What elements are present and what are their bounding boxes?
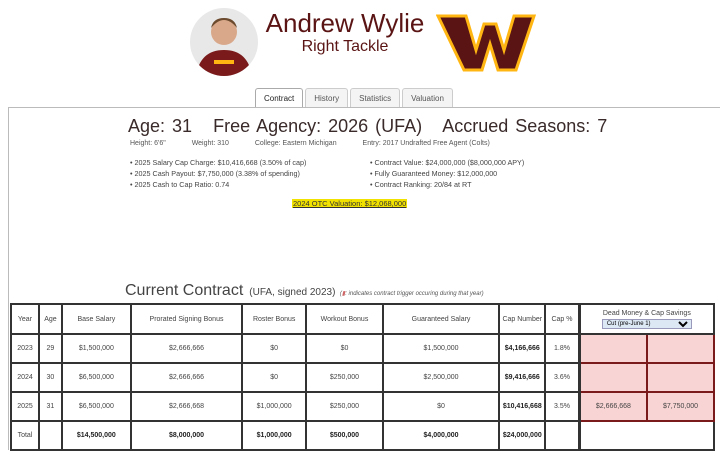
college: College: Eastern Michigan [254, 140, 337, 147]
accrued-seasons: Accrued Seasons: 7 [442, 116, 608, 136]
cell: $1,500,000 [60, 333, 132, 364]
cell: 1.8% [544, 333, 581, 364]
cell: $8,000,000 [129, 420, 244, 451]
cell: 2024 [10, 362, 40, 393]
cell: $250,000 [305, 391, 384, 422]
trigger-note: : indicates contract trigger occuring du… [345, 291, 484, 297]
weight: Weight: 310 [191, 140, 229, 147]
height: Height: 6'6" [130, 140, 166, 147]
cell: $2,666,668 [129, 391, 244, 422]
cell: $1,500,000 [381, 333, 501, 364]
col-dead-money: Dead Money & Cap Savings Cut (pre-June 1… [577, 303, 715, 335]
cell: $0 [305, 333, 384, 364]
age: Age: 31 [128, 116, 193, 136]
player-photo [190, 8, 258, 76]
cell [577, 420, 715, 451]
cell: 31 [37, 391, 63, 422]
cell: $0 [241, 333, 308, 364]
tab-statistics[interactable]: Statistics [350, 88, 401, 108]
player-position: Right Tackle [301, 38, 389, 55]
tab-bar: Contract History Statistics Valuation [255, 88, 453, 108]
cell: 2025 [10, 391, 40, 422]
col-cap-number: Cap Number [498, 303, 547, 335]
content-panel [8, 107, 720, 450]
cell: $10,416,668 [498, 391, 547, 422]
col-guaranteed: Guaranteed Salary [381, 303, 501, 335]
header-row: Year Age Base Salary Prorated Signing Bo… [10, 303, 715, 335]
tab-valuation[interactable]: Valuation [402, 88, 453, 108]
bullet: Fully Guaranteed Money: $12,000,000 [374, 169, 498, 178]
col-prorated-bonus: Prorated Signing Bonus [129, 303, 244, 335]
cell [544, 420, 581, 451]
cell: $500,000 [305, 420, 384, 451]
cell: $4,166,666 [498, 333, 547, 364]
col-year: Year [10, 303, 40, 335]
table-row: 2025 31 $6,500,000 $2,666,668 $1,000,000 $250… [10, 391, 715, 422]
dead-money-label: Dead Money & Cap Savings [602, 309, 691, 317]
cell: 29 [37, 333, 63, 364]
scenario-select[interactable]: Cut (pre-June 1) [601, 318, 692, 329]
contract-subtitle: (UFA, signed 2023) [249, 287, 336, 298]
cell: $0 [241, 362, 308, 393]
total-row: Total $14,500,000 $8,000,000 $1,000,000 … [10, 420, 715, 451]
cell: $6,500,000 [60, 362, 132, 393]
free-agency: Free Agency: 2026 (UFA) [213, 116, 423, 136]
cell: 30 [37, 362, 63, 393]
cell: $24,000,000 [498, 420, 547, 451]
otc-valuation-link[interactable]: 2024 OTC Valuation: $12,068,000 [292, 199, 408, 208]
cell [646, 333, 715, 364]
cell: $2,666,666 [129, 333, 244, 364]
col-base-salary: Base Salary [60, 303, 132, 335]
player-name: Andrew Wylie [265, 8, 425, 38]
contract-heading: Current Contract (UFA, signed 2023) (▮: i… [125, 282, 484, 299]
team-logo [436, 14, 536, 72]
tab-contract[interactable]: Contract [255, 88, 304, 108]
cell: 3.5% [544, 391, 581, 422]
cell: 3.6% [544, 362, 581, 393]
col-cap-pct: Cap % [544, 303, 581, 335]
cell: $2,500,000 [381, 362, 501, 393]
cell: $1,000,000 [241, 420, 308, 451]
bullets-left: • 2025 Salary Cap Charge: $10,416,668 (3… [130, 158, 307, 189]
cell [577, 362, 649, 393]
tab-history[interactable]: History [305, 88, 349, 108]
bullets-right: • Contract Value: $24,000,000 ($8,000,00… [370, 158, 525, 189]
bullet: 2025 Cash Payout: $7,750,000 (3.38% of s… [134, 169, 300, 178]
player-summary: Age: 31 Free Agency: 2026 (UFA) Accrued … [128, 116, 621, 137]
cell: $4,000,000 [381, 420, 501, 451]
cell [646, 362, 715, 393]
cell: 2023 [10, 333, 40, 364]
cell: $7,750,000 [646, 391, 715, 422]
cell [577, 333, 649, 364]
cell: $9,416,666 [498, 362, 547, 393]
cell: $14,500,000 [60, 420, 132, 451]
table-row: 2023 29 $1,500,000 $2,666,666 $0 $0 $1,500,000… [10, 333, 715, 364]
cell: $2,666,668 [577, 391, 649, 422]
col-age: Age [37, 303, 63, 335]
contract-title: Current Contract [125, 282, 244, 299]
bullet: 2025 Cash to Cap Ratio: 0.74 [134, 180, 230, 189]
total-label: Total [10, 420, 40, 451]
player-bio: Height: 6'6" Weight: 310 College: Easter… [130, 140, 514, 147]
cell: $250,000 [305, 362, 384, 393]
cell: $2,666,666 [129, 362, 244, 393]
cell: $0 [381, 391, 501, 422]
cell: $1,000,000 [241, 391, 308, 422]
col-roster-bonus: Roster Bonus [241, 303, 308, 335]
bullet: 2025 Salary Cap Charge: $10,416,668 (3.5… [134, 158, 307, 167]
bullet: Contract Ranking: 20/84 at RT [374, 180, 472, 189]
bullet: Contract Value: $24,000,000 ($8,000,000 … [374, 158, 525, 167]
cell: $6,500,000 [60, 391, 132, 422]
col-workout-bonus: Workout Bonus [305, 303, 384, 335]
entry: Entry: 2017 Undrafted Free Agent (Colts) [362, 140, 490, 147]
contract-table: Year Age Base Salary Prorated Signing Bo… [10, 303, 715, 451]
table-row: 2024 30 $6,500,000 $2,666,666 $0 $250,000 $2,5… [10, 362, 715, 393]
trigger-icon: ▮ [341, 291, 346, 297]
cell [37, 420, 63, 451]
